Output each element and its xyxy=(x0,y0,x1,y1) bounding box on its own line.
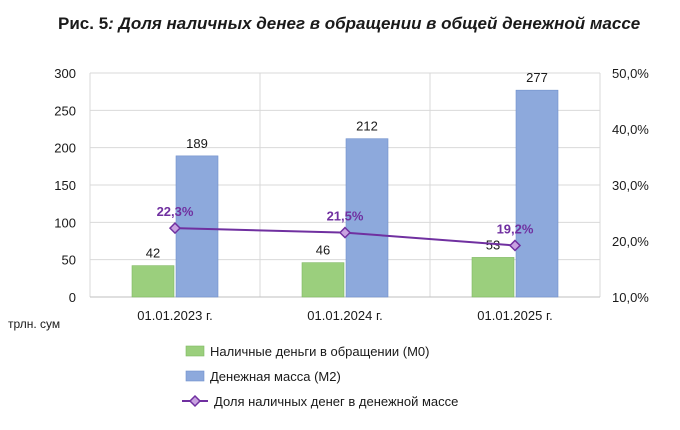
bar-m2 xyxy=(515,89,559,298)
bar-m0 xyxy=(471,257,515,298)
unit-label: трлн. сум xyxy=(8,317,60,331)
category-label: 01.01.2025 г. xyxy=(477,308,552,323)
y-tick-label: 300 xyxy=(54,66,76,81)
bar-m0-label: 42 xyxy=(146,246,160,261)
share-point-marker xyxy=(168,222,182,235)
legend-label-m2: Денежная масса (М2) xyxy=(210,369,341,384)
category-label: 01.01.2023 г. xyxy=(137,308,212,323)
chart-title: Рис. 5: Доля наличных денег в обращении … xyxy=(58,14,640,33)
y-right-tick-label: 10,0% xyxy=(612,290,649,305)
share-line: 22,3% 21,5% 19,2% xyxy=(157,204,534,252)
share-point-marker xyxy=(338,226,352,239)
y-tick-label: 50 xyxy=(62,253,76,268)
bar-m2 xyxy=(345,138,389,298)
y-tick-label: 200 xyxy=(54,141,76,156)
legend-swatch-marker xyxy=(188,394,202,408)
category-axis: 01.01.2023 г. 01.01.2024 г. 01.01.2025 г. xyxy=(137,308,552,323)
legend-label-share: Доля наличных денег в денежной массе xyxy=(214,394,458,409)
category-label: 01.01.2024 г. xyxy=(307,308,382,323)
left-axis: 0 50 100 150 200 250 300 xyxy=(54,66,76,305)
bar-m0 xyxy=(131,265,175,298)
bar-m0-label: 53 xyxy=(486,237,500,252)
bar-m0 xyxy=(301,262,345,298)
bar-m2-label: 277 xyxy=(526,70,548,85)
share-point-label: 21,5% xyxy=(327,209,364,224)
y-tick-label: 0 xyxy=(69,290,76,305)
bar-m2 xyxy=(175,155,219,298)
legend-swatch-m0 xyxy=(185,345,205,357)
y-tick-label: 150 xyxy=(54,178,76,193)
y-tick-label: 100 xyxy=(54,215,76,230)
bars: 42 189 46 212 53 277 xyxy=(131,70,559,298)
y-right-tick-label: 40,0% xyxy=(612,122,649,137)
share-point-label: 22,3% xyxy=(157,204,194,219)
bar-m0-label: 46 xyxy=(316,243,330,258)
share-point-label: 19,2% xyxy=(497,221,534,236)
y-tick-label: 250 xyxy=(54,103,76,118)
y-right-tick-label: 20,0% xyxy=(612,234,649,249)
legend: Наличные деньги в обращении (М0) Денежная… xyxy=(182,344,458,409)
share-point-marker xyxy=(508,239,522,252)
bar-m2-label: 212 xyxy=(356,119,378,134)
y-right-tick-label: 30,0% xyxy=(612,178,649,193)
bar-m2-label: 189 xyxy=(186,136,208,151)
legend-label-m0: Наличные деньги в обращении (М0) xyxy=(210,344,429,359)
legend-swatch-m2 xyxy=(185,370,205,382)
right-axis: 10,0% 20,0% 30,0% 40,0% 50,0% xyxy=(612,66,649,305)
y-right-tick-label: 50,0% xyxy=(612,66,649,81)
